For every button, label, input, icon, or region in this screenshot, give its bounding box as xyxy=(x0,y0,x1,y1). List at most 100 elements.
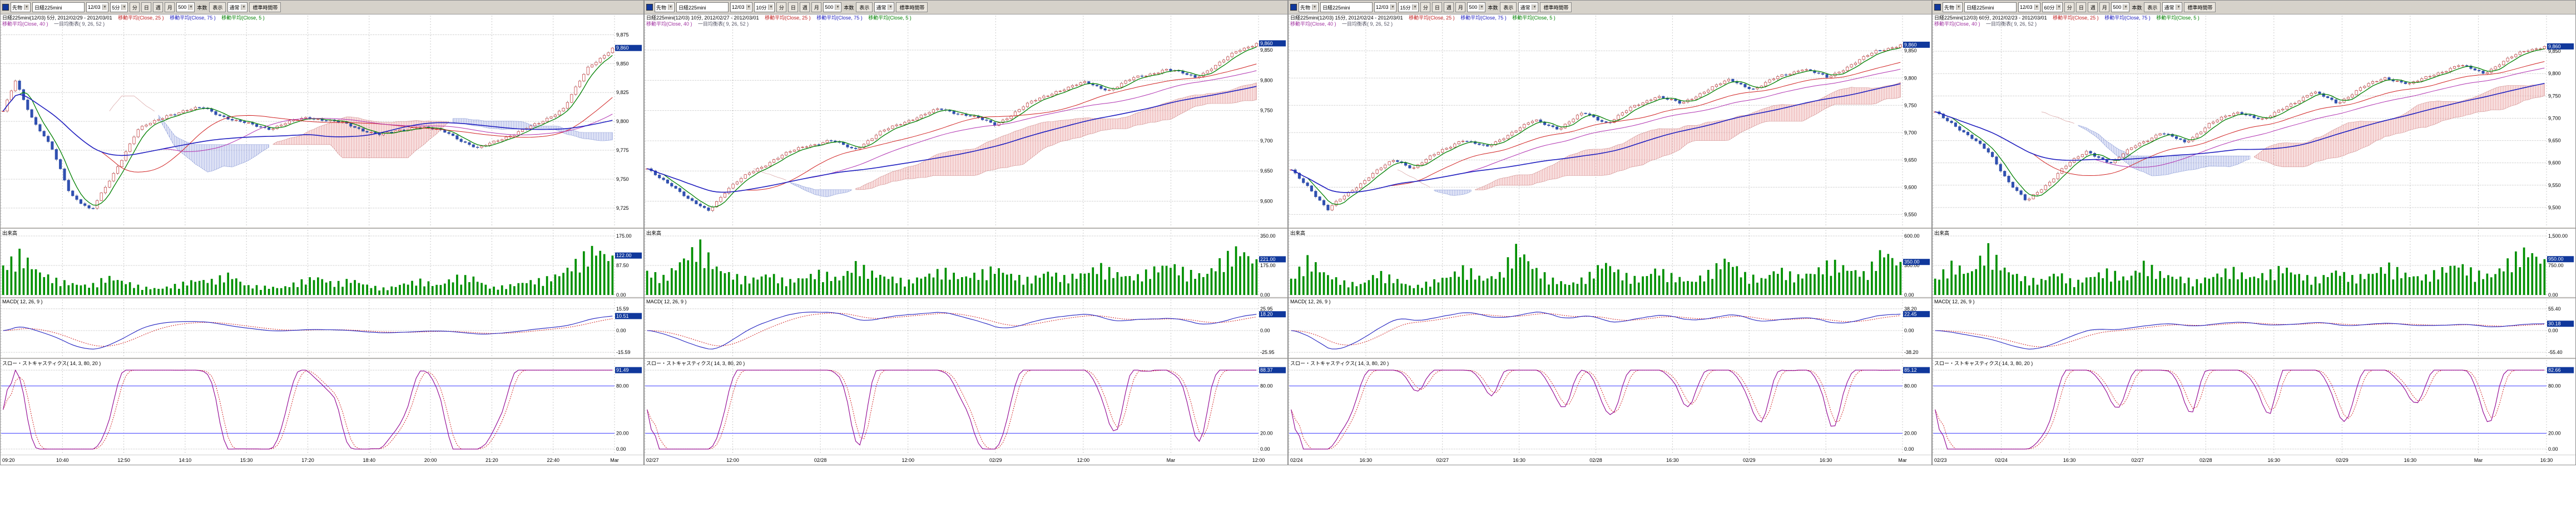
volume-chart-canvas[interactable]: 1,500.00 750.00 0.00 950.00 xyxy=(1933,229,2575,297)
display-button[interactable]: 表示 xyxy=(856,2,873,12)
price-pane[interactable]: 日経225mini(12/03) 5分, 2012/02/29 - 2012/0… xyxy=(1,14,643,227)
category-select[interactable]: 先物 ▼ xyxy=(1299,2,1319,12)
instrument-field[interactable]: 日経225mini xyxy=(676,2,729,12)
bar-count-select[interactable]: 500 ▼ xyxy=(823,2,842,12)
stochastics-pane[interactable]: スロー・ストキャスティクス( 14, 3, 80, 20 ) 100.0080.… xyxy=(645,359,1287,455)
bar-type-minute-button[interactable]: 分 xyxy=(2064,2,2075,12)
timezone-button[interactable]: 標準時間帯 xyxy=(249,2,281,12)
macd-pane[interactable]: MACD( 12, 26, 9 ) 55.40 0.00 -55.40 30.18 xyxy=(1933,298,2575,357)
display-button[interactable]: 表示 xyxy=(2144,2,2161,12)
pane-splitter[interactable] xyxy=(1,227,643,229)
macd-pane[interactable]: MACD( 12, 26, 9 ) 38.20 0.00 -38.20 22.45 xyxy=(1289,298,1931,357)
bar-type-monthly-button[interactable]: 月 xyxy=(811,2,822,12)
timeframe-select[interactable]: 15分 ▼ xyxy=(1398,2,1419,12)
bar-type-minute-button[interactable]: 分 xyxy=(130,2,140,12)
timeframe-select[interactable]: 5分 ▼ xyxy=(110,2,128,12)
bar-count-select[interactable]: 500 ▼ xyxy=(2111,2,2130,12)
session-select[interactable]: 通常 ▼ xyxy=(2162,2,2183,12)
price-chart-canvas[interactable]: 9,850 9,800 9,750 9,700 9,650 9,600 9,550 9,860 xyxy=(1289,14,1931,227)
volume-pane[interactable]: 出来高 350.00 175.00 0.00 221.00 xyxy=(645,229,1287,297)
bar-type-weekly-button[interactable]: 週 xyxy=(800,2,810,12)
stochastics-pane[interactable]: スロー・ストキャスティクス( 14, 3, 80, 20 ) 100.0080.… xyxy=(1,359,643,455)
pane-splitter[interactable] xyxy=(1289,297,1931,298)
price-chart-canvas[interactable]: 9,850 9,800 9,750 9,700 9,650 9,600 9,860 xyxy=(645,14,1287,227)
display-button[interactable]: 表示 xyxy=(209,2,226,12)
pane-splitter[interactable] xyxy=(1933,297,2575,298)
timeframe-select[interactable]: 10分 ▼ xyxy=(754,2,775,12)
timezone-button[interactable]: 標準時間帯 xyxy=(2184,2,2216,12)
category-select[interactable]: 先物 ▼ xyxy=(1943,2,1963,12)
session-select[interactable]: 通常 ▼ xyxy=(1518,2,1539,12)
volume-pane[interactable]: 出来高 1,500.00 750.00 0.00 950.00 xyxy=(1933,229,2575,297)
instrument-field[interactable]: 日経225mini xyxy=(1320,2,1373,12)
category-select[interactable]: 先物 ▼ xyxy=(655,2,675,12)
contract-month-select[interactable]: 12/03 ▼ xyxy=(2018,2,2041,12)
bar-count-select[interactable]: 500 ▼ xyxy=(1467,2,1486,12)
bar-type-daily-button[interactable]: 日 xyxy=(788,2,799,12)
pane-splitter[interactable] xyxy=(1289,227,1931,229)
svg-text:0.00: 0.00 xyxy=(1260,446,1270,452)
pane-splitter[interactable] xyxy=(1,357,643,359)
volume-pane[interactable]: 出来高 600.00 300.00 0.00 350.00 xyxy=(1289,229,1931,297)
macd-chart-canvas[interactable]: 55.40 0.00 -55.40 30.18 xyxy=(1933,298,2575,357)
category-select[interactable]: 先物 ▼ xyxy=(11,2,31,12)
price-chart-canvas[interactable]: 9,875 9,850 9,825 9,800 9,775 9,750 9,725 9,860 xyxy=(1,14,643,227)
macd-pane[interactable]: MACD( 12, 26, 9 ) 25.95 0.00 -25.95 18.20 xyxy=(645,298,1287,357)
price-pane[interactable]: 日経225mini(12/03) 10分, 2012/02/27 - 2012/… xyxy=(645,14,1287,227)
macd-chart-canvas[interactable]: 15.59 0.00 -15.59 10.51 xyxy=(1,298,643,357)
svg-text:30.18: 30.18 xyxy=(2548,321,2561,327)
bar-type-monthly-button[interactable]: 月 xyxy=(165,2,175,12)
session-select[interactable]: 通常 ▼ xyxy=(227,2,248,12)
macd-pane[interactable]: MACD( 12, 26, 9 ) 15.59 0.00 -15.59 10.51 xyxy=(1,298,643,357)
stochastics-pane[interactable]: スロー・ストキャスティクス( 14, 3, 80, 20 ) 100.0080.… xyxy=(1289,359,1931,455)
macd-chart-canvas[interactable]: 25.95 0.00 -25.95 18.20 xyxy=(645,298,1287,357)
timezone-button[interactable]: 標準時間帯 xyxy=(1540,2,1572,12)
price-pane[interactable]: 日経225mini(12/03) 60分, 2012/02/23 - 2012/… xyxy=(1933,14,2575,227)
pane-splitter[interactable] xyxy=(1933,227,2575,229)
volume-chart-canvas[interactable]: 350.00 175.00 0.00 221.00 xyxy=(645,229,1287,297)
bar-type-daily-button[interactable]: 日 xyxy=(1432,2,1443,12)
volume-chart-canvas[interactable]: 175.00 87.50 0.00 122.00 xyxy=(1,229,643,297)
bar-type-minute-button[interactable]: 分 xyxy=(1420,2,1431,12)
timezone-button[interactable]: 標準時間帯 xyxy=(896,2,928,12)
volume-chart-canvas[interactable]: 600.00 300.00 0.00 350.00 xyxy=(1289,229,1931,297)
bar-type-daily-button[interactable]: 日 xyxy=(2076,2,2087,12)
bar-type-monthly-button[interactable]: 月 xyxy=(2099,2,2110,12)
macd-pane-label: MACD( 12, 26, 9 ) xyxy=(646,299,687,304)
bar-type-minute-button[interactable]: 分 xyxy=(776,2,787,12)
instrument-field[interactable]: 日経225mini xyxy=(32,2,85,12)
timeframe-select[interactable]: 60分 ▼ xyxy=(2042,2,2063,12)
ichimoku-legend: 一目均衡表( 9, 26, 52 ) xyxy=(1342,21,1393,27)
contract-month-select[interactable]: 12/03 ▼ xyxy=(730,2,753,12)
price-pane[interactable]: 日経225mini(12/03) 15分, 2012/02/24 - 2012/… xyxy=(1289,14,1931,227)
macd-chart-canvas[interactable]: 38.20 0.00 -38.20 22.45 xyxy=(1289,298,1931,357)
stochastics-pane[interactable]: スロー・ストキャスティクス( 14, 3, 80, 20 ) 100.0080.… xyxy=(1933,359,2575,455)
bar-type-weekly-button[interactable]: 週 xyxy=(153,2,164,12)
pane-splitter[interactable] xyxy=(645,297,1287,298)
bar-count-select[interactable]: 500 ▼ xyxy=(176,2,195,12)
bar-type-monthly-button[interactable]: 月 xyxy=(1455,2,1466,12)
bar-type-daily-button[interactable]: 日 xyxy=(141,2,152,12)
pane-splitter[interactable] xyxy=(645,227,1287,229)
pane-splitter[interactable] xyxy=(1933,357,2575,359)
instrument-field[interactable]: 日経225mini xyxy=(1964,2,2017,12)
contract-month-select[interactable]: 12/03 ▼ xyxy=(1374,2,1397,12)
bar-type-weekly-button[interactable]: 週 xyxy=(2088,2,2098,12)
pane-splitter[interactable] xyxy=(1,297,643,298)
contract-month-select[interactable]: 12/03 ▼ xyxy=(86,2,109,12)
price-chart-canvas[interactable]: 9,850 9,800 9,750 9,700 9,650 9,600 9,550 9,500… xyxy=(1933,14,2575,227)
display-button[interactable]: 表示 xyxy=(1500,2,1517,12)
volume-pane[interactable]: 出来高 175.00 87.50 0.00 122.00 xyxy=(1,229,643,297)
bar-type-weekly-button[interactable]: 週 xyxy=(1444,2,1454,12)
pane-splitter[interactable] xyxy=(645,357,1287,359)
pane-splitter[interactable] xyxy=(1289,357,1931,359)
svg-text:0.00: 0.00 xyxy=(1260,328,1270,333)
category-value: 先物 xyxy=(656,4,667,11)
svg-text:17:20: 17:20 xyxy=(301,457,314,463)
volume-pane-label: 出来高 xyxy=(2,230,18,236)
session-select[interactable]: 通常 ▼ xyxy=(874,2,895,12)
